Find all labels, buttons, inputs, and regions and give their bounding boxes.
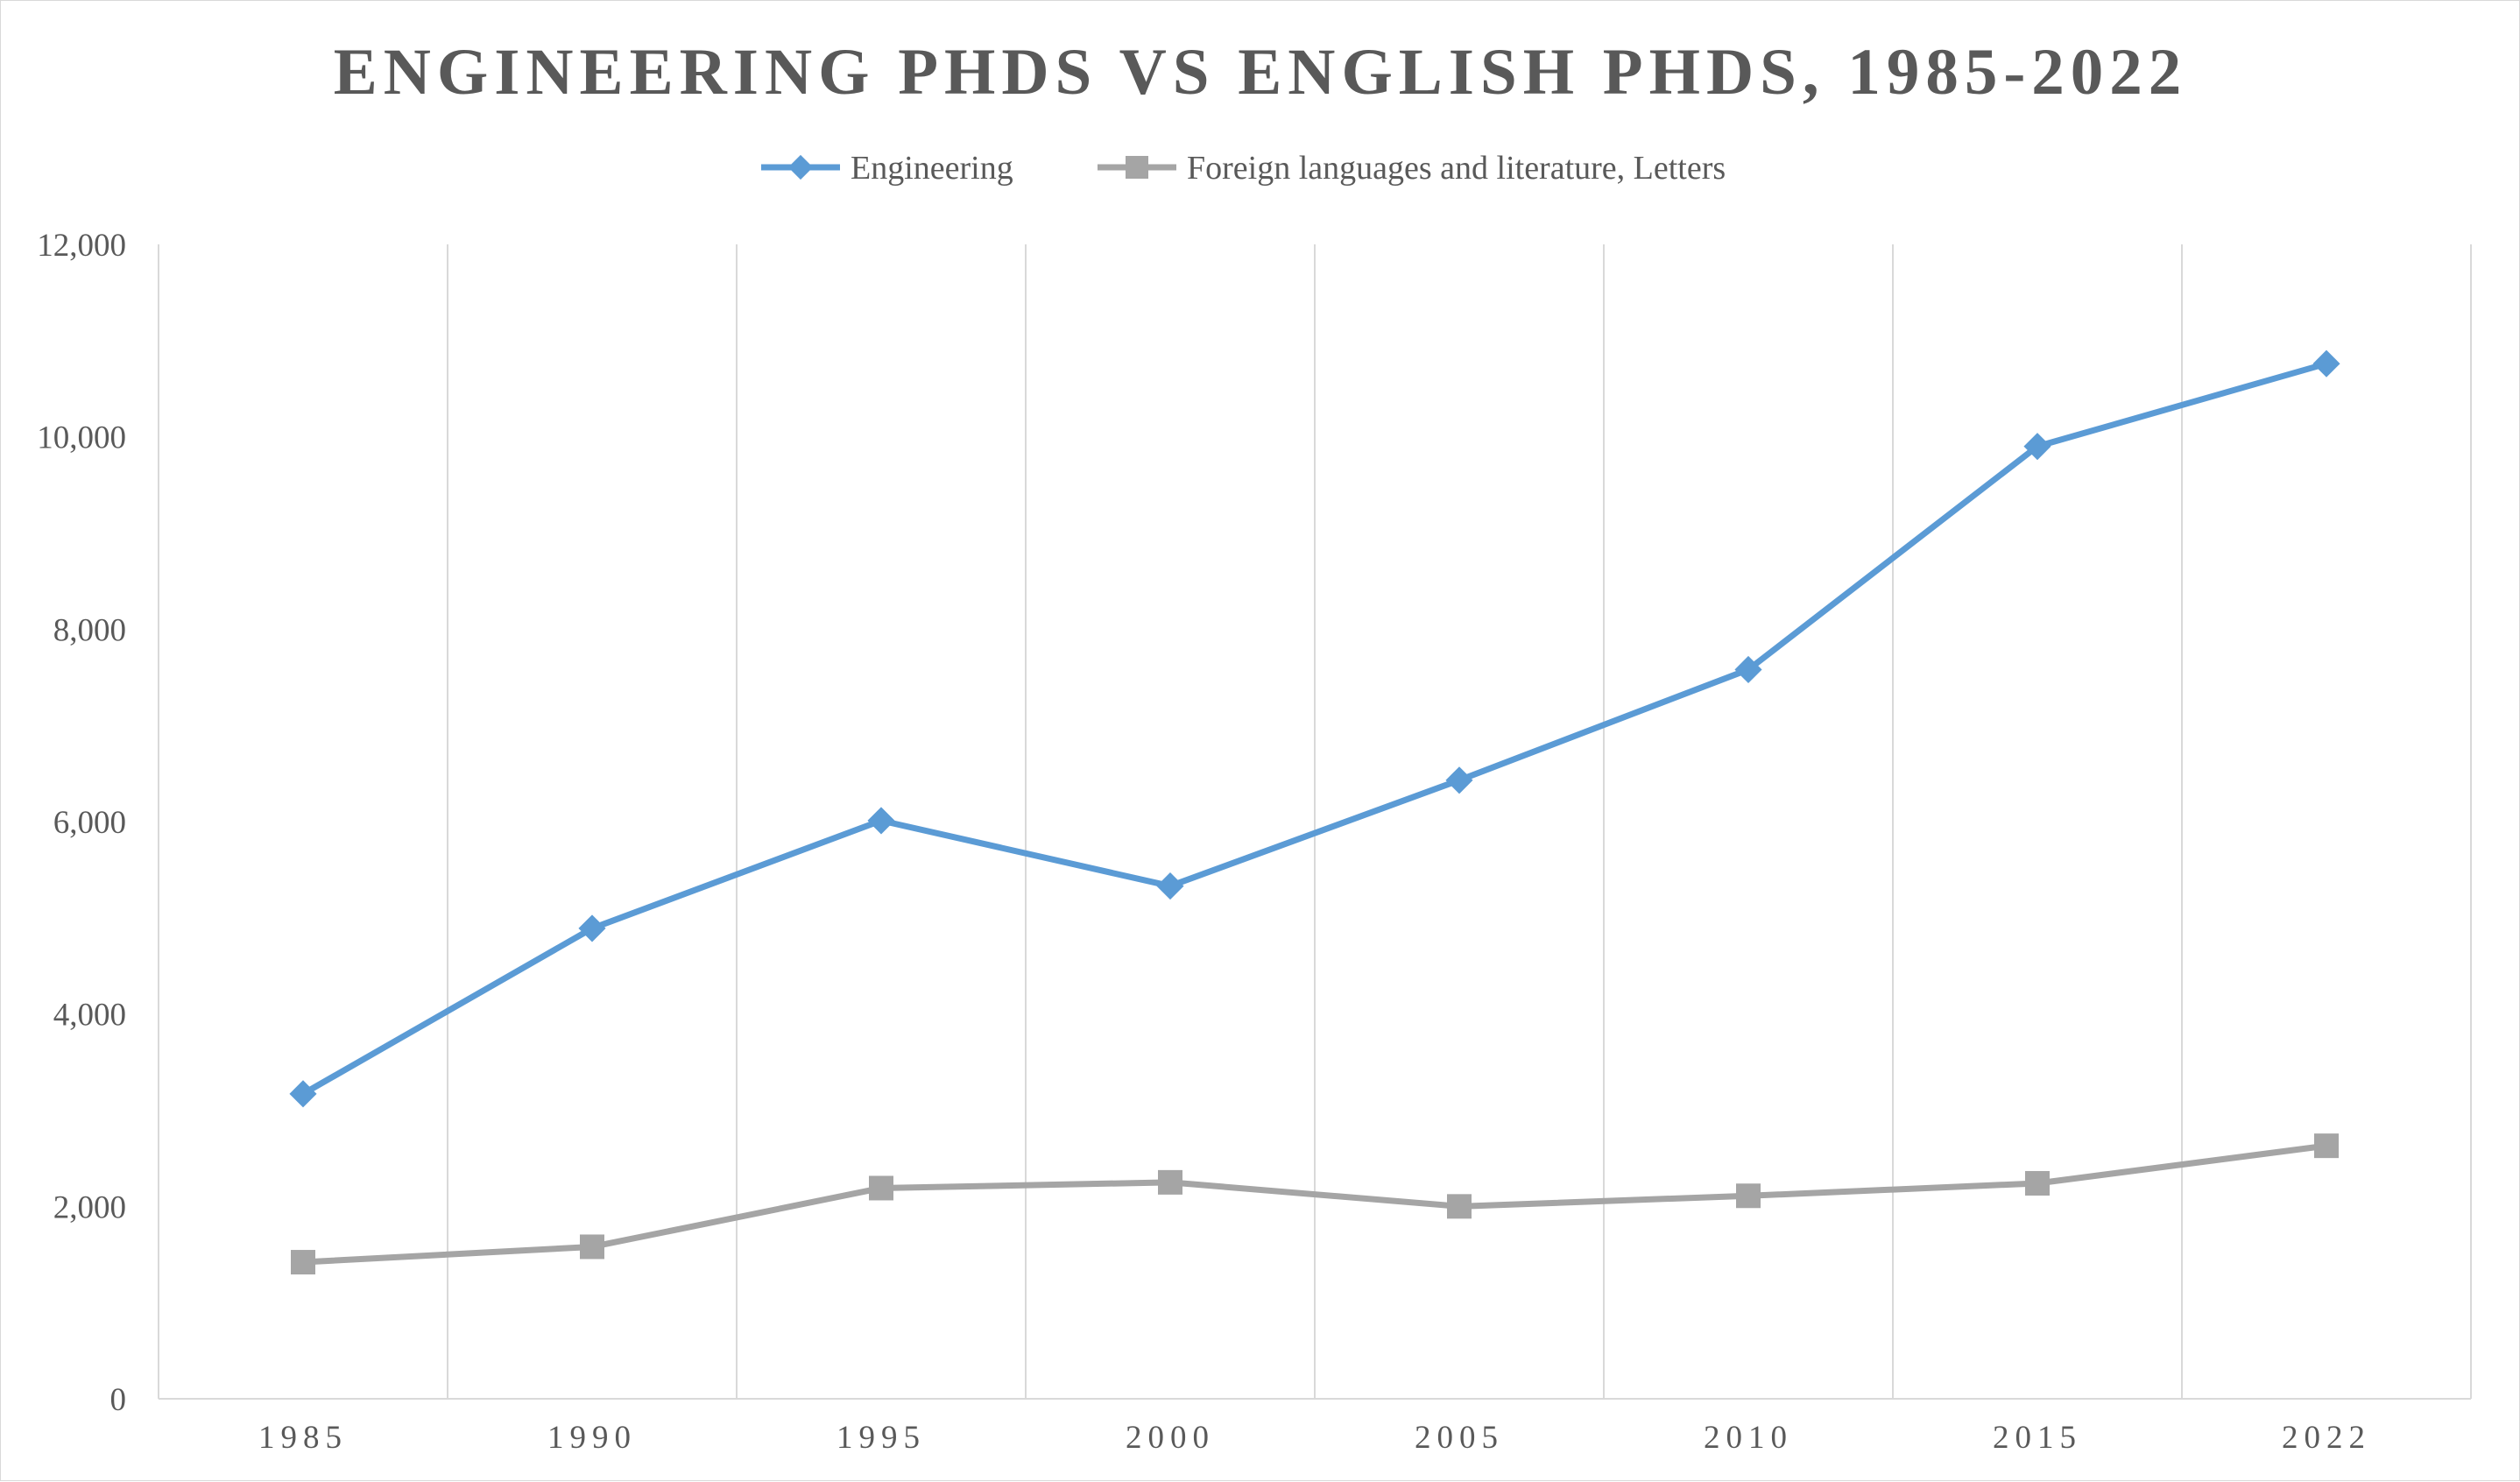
diamond-marker-icon	[787, 154, 814, 180]
data-point-square	[580, 1234, 604, 1260]
legend-item-foreign-languages: Foreign languages and literature, Letter…	[1098, 150, 1726, 187]
legend-label-engineering: Engineering	[851, 150, 1013, 187]
data-point-square	[2025, 1170, 2050, 1196]
series	[289, 349, 2340, 1275]
data-point-diamond	[1156, 872, 1184, 900]
data-point-diamond	[2023, 433, 2051, 461]
data-point-square	[869, 1175, 893, 1201]
x-tick-label: 1990	[547, 1420, 637, 1456]
legend-item-engineering: Engineering	[761, 150, 1013, 187]
x-tick-label: 2015	[1993, 1420, 2082, 1456]
x-tick-label: 1985	[258, 1420, 348, 1456]
data-point-square	[1736, 1183, 1761, 1209]
data-point-diamond	[289, 1080, 317, 1108]
y-tick-label: 12,000	[37, 228, 126, 264]
data-point-square	[1447, 1194, 1472, 1219]
axes: 0 2,000 4,000 6,000 8,000 10,000 12,000 1985 199…	[37, 228, 2471, 1456]
legend-label-foreign-languages: Foreign languages and literature, Letter…	[1187, 150, 1726, 187]
y-tick-label: 0	[110, 1382, 127, 1418]
series-2	[291, 1133, 2339, 1275]
x-tick-label: 2000	[1126, 1420, 1215, 1456]
chart-title: ENGINEERING PHDS VS ENGLISH PHDS, 1985-2…	[334, 36, 2188, 109]
data-point-square	[291, 1250, 315, 1275]
data-point-diamond	[2312, 349, 2340, 378]
y-tick-label: 8,000	[53, 612, 126, 648]
x-tick-label: 2022	[2282, 1420, 2371, 1456]
data-point-diamond	[867, 807, 895, 835]
x-tick-label: 2010	[1704, 1420, 1793, 1456]
gridlines	[158, 244, 2472, 1399]
data-point-square	[2314, 1133, 2339, 1159]
y-tick-label: 2,000	[53, 1189, 126, 1225]
data-point-square	[1158, 1169, 1182, 1195]
series-line	[300, 1142, 2330, 1266]
y-tick-label: 4,000	[53, 998, 126, 1034]
data-point-diamond	[1445, 766, 1473, 794]
y-tick-label: 6,000	[53, 805, 126, 841]
square-marker-icon	[1126, 156, 1148, 179]
x-tick-label: 1995	[836, 1420, 926, 1456]
y-tick-label: 10,000	[37, 420, 126, 456]
legend: Engineering Foreign languages and litera…	[761, 150, 1726, 187]
x-tick-label: 2005	[1415, 1420, 1504, 1456]
data-point-diamond	[578, 914, 606, 942]
series-line	[300, 360, 2330, 1097]
